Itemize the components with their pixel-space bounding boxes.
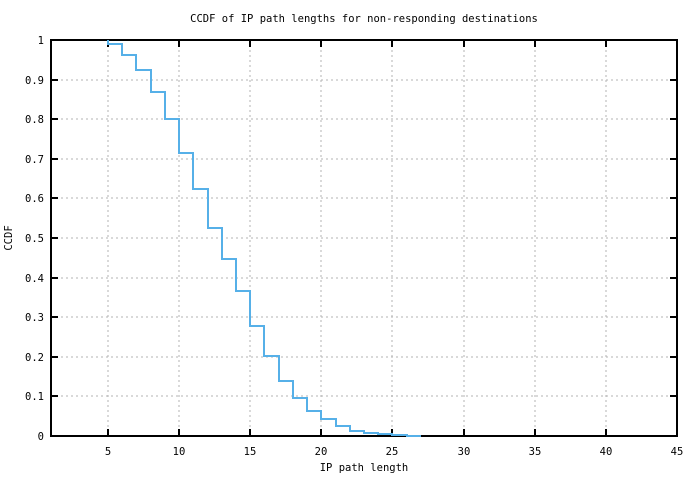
x-axis-label: IP path length bbox=[319, 462, 409, 474]
plot-border bbox=[50, 39, 678, 437]
chart-title: CCDF of IP path lengths for non-respondi… bbox=[190, 13, 538, 25]
y-tick-label: 0.9 bbox=[25, 75, 44, 87]
y-tick-label: 0.3 bbox=[25, 312, 44, 324]
x-tick-label: 15 bbox=[244, 446, 257, 458]
y-tick-label: 0.1 bbox=[25, 391, 44, 403]
y-tick-label: 0.4 bbox=[25, 273, 44, 285]
ccdf-step-line bbox=[107, 40, 421, 437]
x-tick-label: 35 bbox=[529, 446, 542, 458]
x-tick-label: 20 bbox=[315, 446, 328, 458]
x-tick-label: 30 bbox=[458, 446, 471, 458]
x-tick-label: 5 bbox=[105, 446, 111, 458]
y-tick-label: 0.5 bbox=[25, 233, 44, 245]
x-tick-label: 40 bbox=[600, 446, 613, 458]
y-tick-label: 0.2 bbox=[25, 352, 44, 364]
x-tick-label: 45 bbox=[671, 446, 684, 458]
x-tick-label: 10 bbox=[173, 446, 186, 458]
y-tick-label: 1 bbox=[38, 35, 44, 47]
y-tick-label: 0.6 bbox=[25, 193, 44, 205]
y-tick-label: 0.8 bbox=[25, 114, 44, 126]
x-tick-label: 25 bbox=[386, 446, 399, 458]
y-tick-label: 0.7 bbox=[25, 154, 44, 166]
y-tick-label: 0 bbox=[38, 431, 44, 443]
